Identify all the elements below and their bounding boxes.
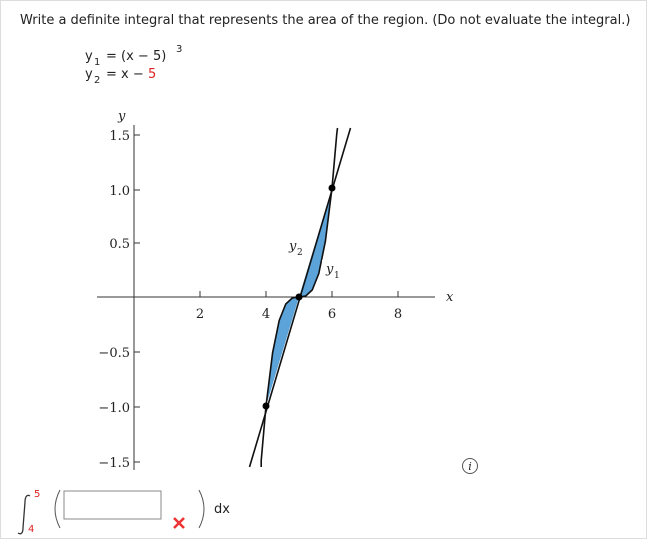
label-bg: [322, 260, 340, 277]
eq-sub: 2: [94, 75, 100, 86]
eq-rhs: = x −: [106, 67, 144, 82]
y-tick-label: 0.5: [109, 237, 130, 252]
x-tick-label: 8: [394, 307, 402, 322]
x-tick-label: 6: [328, 307, 336, 322]
paren: [198, 489, 205, 529]
eq-constant: 5: [148, 67, 156, 82]
eq-name: y: [85, 49, 93, 64]
curve-label-sub: 2: [297, 248, 303, 258]
svg-text:i: i: [468, 460, 472, 473]
eq-sub: 1: [94, 57, 100, 68]
y-tick-label: 1.5: [109, 129, 130, 144]
eq-name: y: [85, 67, 93, 82]
y-tick-label: −0.5: [98, 346, 130, 361]
graph: y x 1.5 1.0 0.5 −0.5 −1.0 −1.5 2 4 6 8 y…: [97, 109, 454, 471]
eq-sup: 3: [176, 44, 182, 55]
equation: y 2 = x − 5: [85, 67, 156, 86]
x-axis-label: x: [446, 290, 454, 305]
curve-label: y: [325, 262, 334, 277]
upper-limit: 5: [34, 489, 40, 500]
intersection: [295, 293, 303, 301]
eq-rhs: = (x − 5): [106, 49, 166, 64]
paren: [54, 489, 61, 529]
answer: 5 4 dx: [17, 489, 230, 535]
y-tick-label: −1.0: [98, 401, 130, 416]
x-tick-label: 2: [196, 307, 204, 322]
question: Write a definite integral that represent…: [20, 13, 630, 28]
answer-input[interactable]: [63, 490, 162, 520]
info-button[interactable]: i: [462, 458, 478, 474]
integral-sign: [17, 494, 31, 535]
y-axis-label: y: [117, 109, 126, 124]
differential: dx: [214, 502, 230, 517]
y-tick-label: 1.0: [109, 184, 130, 199]
x-tick-label: 4: [262, 307, 270, 322]
region: [266, 297, 299, 406]
intersection: [262, 402, 270, 410]
incorrect-mark: [173, 517, 185, 529]
curve-label-sub: 1: [334, 271, 340, 281]
y-tick-label: −1.5: [98, 456, 130, 471]
lower-limit: 4: [28, 524, 34, 535]
curve-label: y: [288, 239, 297, 254]
ticks: [134, 134, 399, 463]
intersection: [328, 184, 336, 192]
equation: y 1 = (x − 5) 3: [85, 44, 182, 68]
